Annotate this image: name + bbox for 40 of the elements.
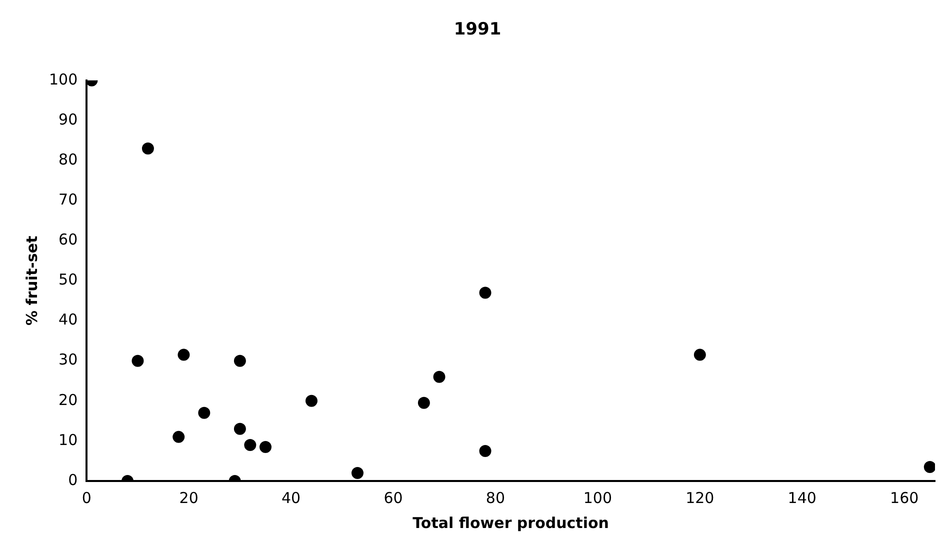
point: [694, 348, 706, 361]
point: [351, 466, 364, 479]
x-tick-label: 100: [583, 488, 612, 507]
x-tick-label: 20: [179, 488, 198, 507]
y-tick-label: 50: [58, 270, 78, 289]
point: [234, 354, 246, 367]
point: [306, 394, 318, 407]
y-tick-label: 80: [58, 150, 78, 168]
x-tick-label: 140: [788, 488, 816, 507]
x-tick-label: 40: [282, 488, 301, 507]
point: [260, 440, 272, 453]
y-tick-label: 10: [58, 430, 78, 449]
point: [479, 444, 492, 457]
point: [234, 422, 246, 435]
y-tick-label: 0: [68, 470, 78, 489]
point: [198, 406, 210, 419]
x-tick-label: 120: [686, 488, 714, 507]
x-axis-title: Total flower production: [412, 514, 609, 532]
y-tick-label: 70: [58, 190, 78, 208]
x-tick-label: 0: [82, 488, 92, 507]
point: [178, 348, 190, 361]
x-tick-label: 80: [486, 488, 506, 507]
chart-title: 1991: [454, 20, 502, 40]
point: [418, 396, 430, 409]
y-tick-label: 90: [58, 110, 78, 128]
y-tick-label: 20: [58, 390, 78, 409]
y-tick-label: 60: [58, 230, 78, 249]
point: [172, 430, 185, 443]
point: [142, 142, 154, 154]
y-tick-label: 30: [58, 350, 78, 369]
y-tick-label: 40: [58, 310, 78, 329]
point: [244, 438, 256, 451]
y-axis-title: % fruit-set: [22, 236, 41, 326]
x-tick-label: 160: [890, 488, 919, 507]
point: [479, 286, 492, 299]
x-tick-label: 60: [384, 488, 403, 507]
point: [924, 460, 935, 473]
point: [433, 370, 446, 383]
point: [132, 354, 144, 367]
y-tick-label: 100: [48, 70, 78, 88]
